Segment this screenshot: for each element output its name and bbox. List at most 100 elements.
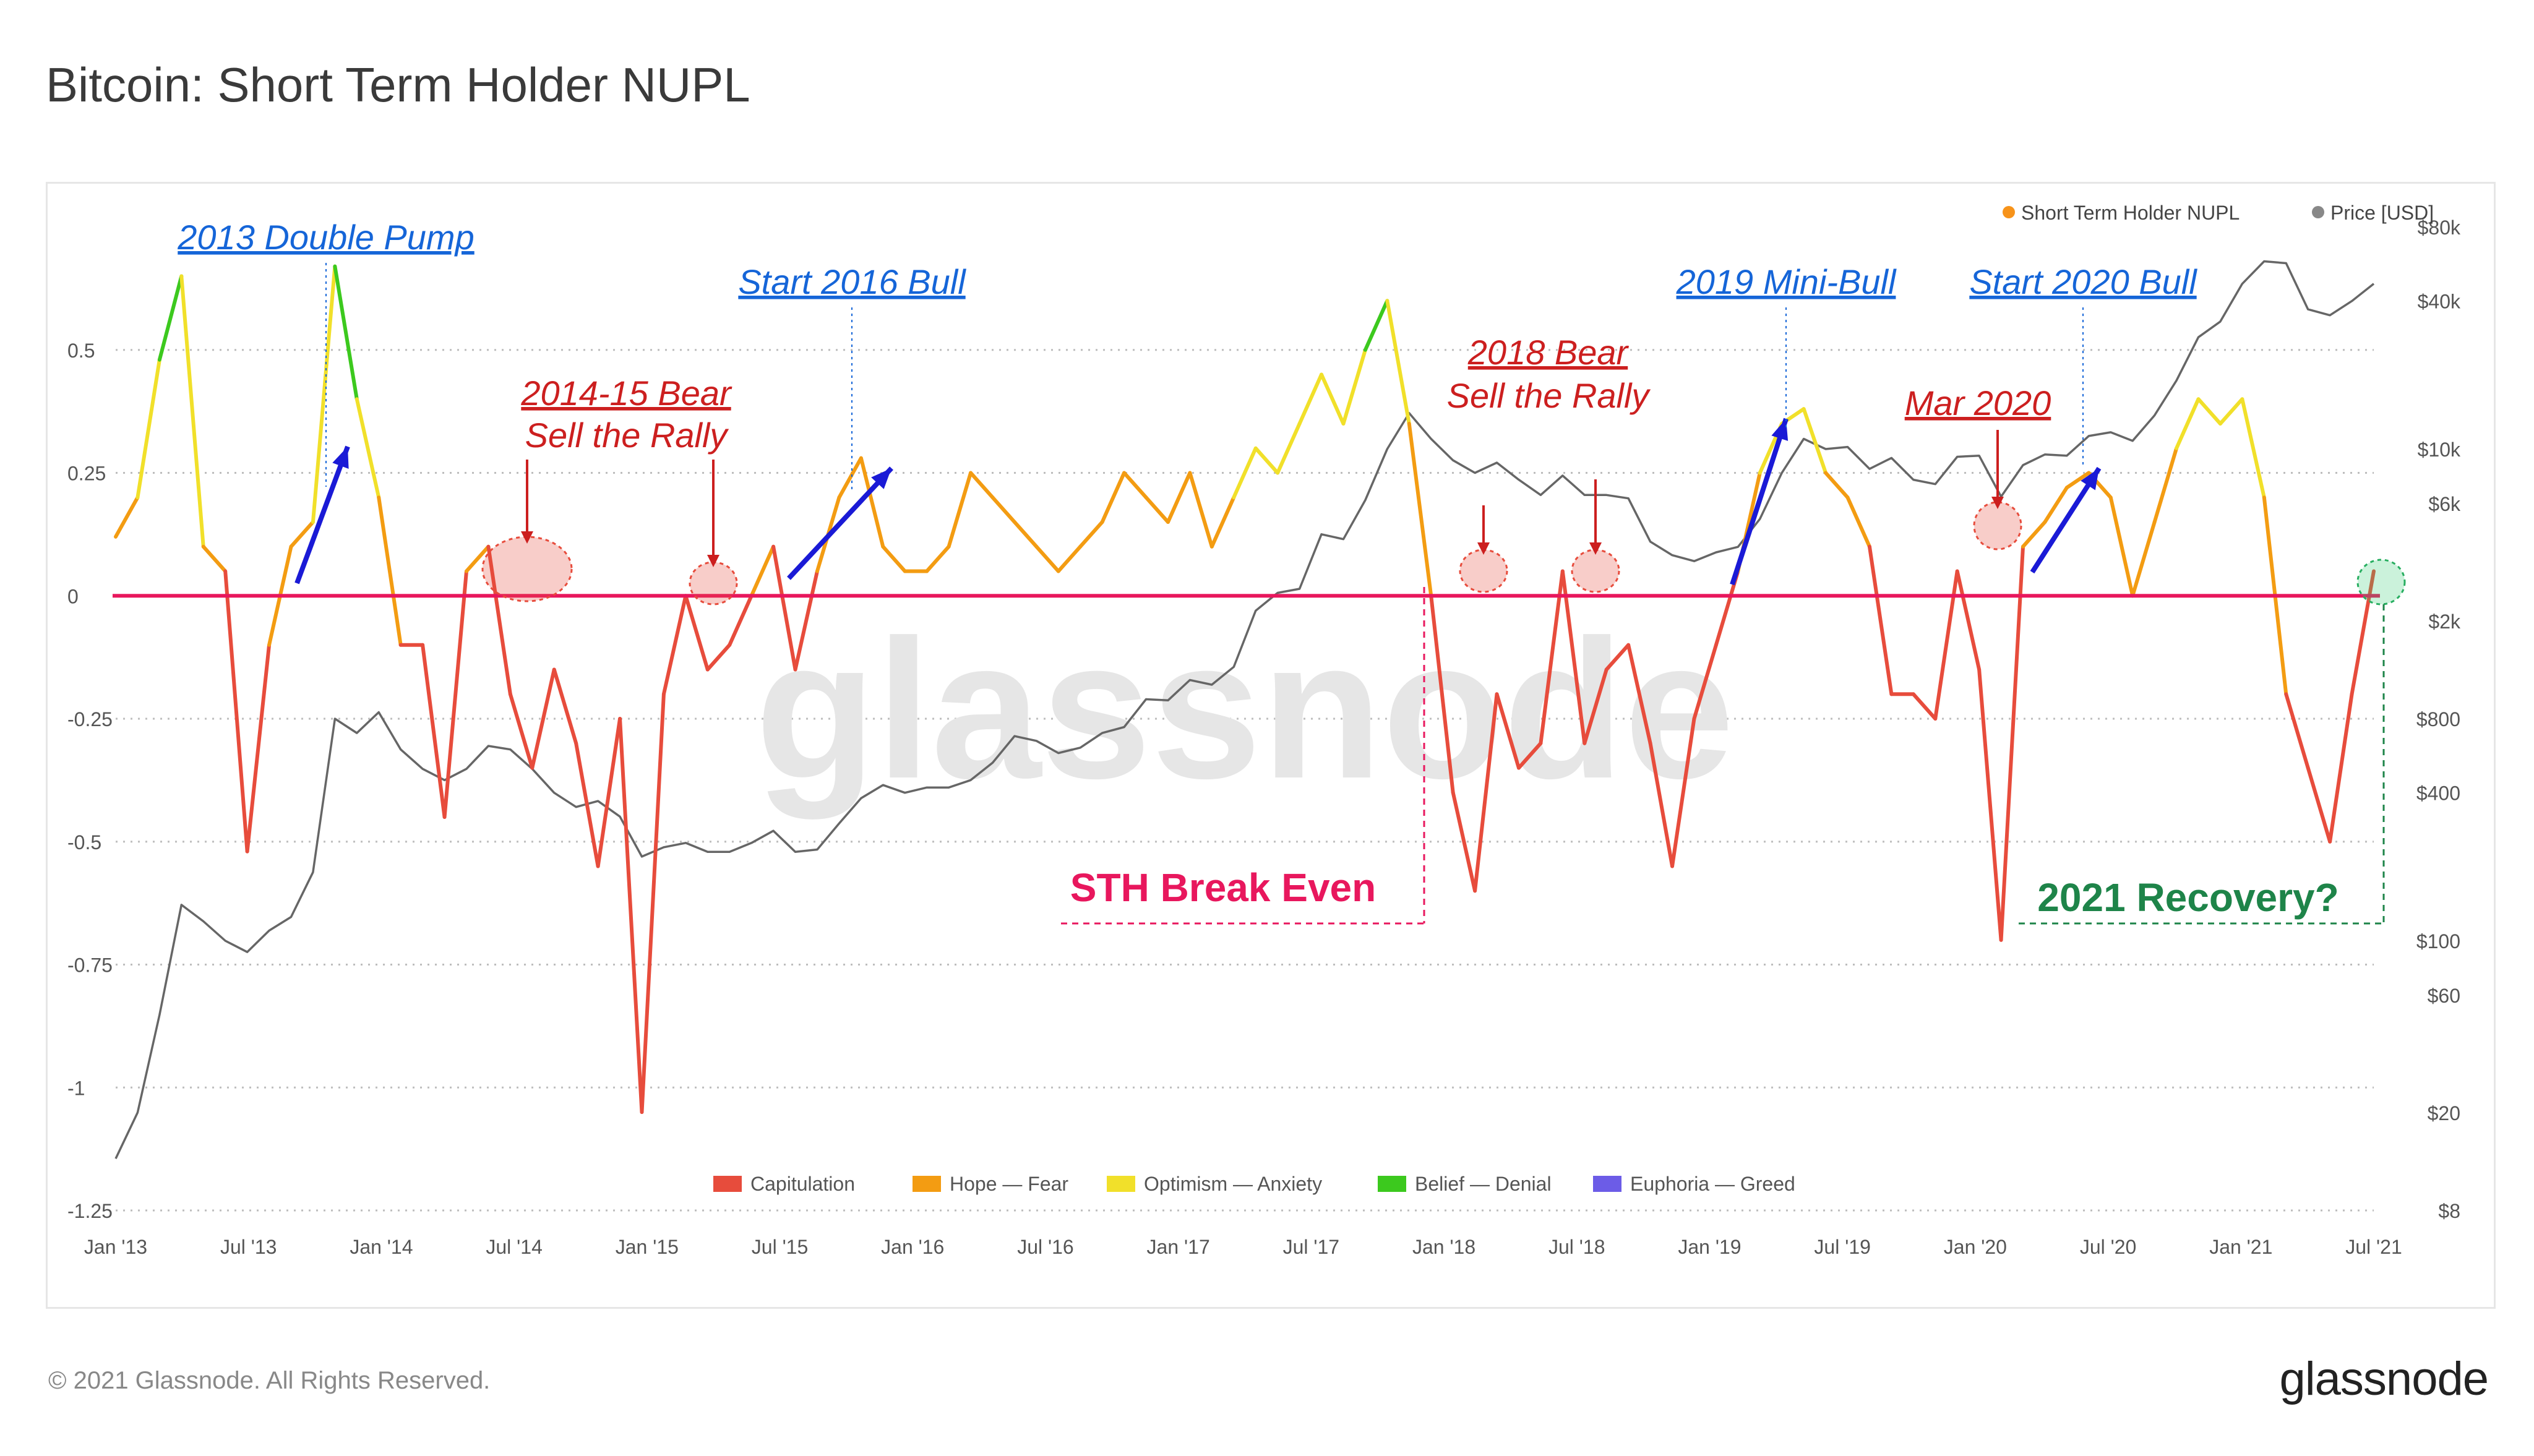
y-left-tick-label: -0.25 [67, 708, 113, 730]
trend-arrow [294, 445, 350, 585]
nupl-segment [1385, 299, 1411, 426]
nupl-segment [1056, 544, 1083, 573]
x-tick-label: Jul '21 [2345, 1236, 2402, 1258]
annotation-label: 2013 Double Pump [177, 218, 474, 257]
nupl-segment [1977, 667, 2003, 942]
nupl-segment [135, 358, 161, 500]
y-right-tick-label: $6k [2428, 493, 2461, 515]
x-tick-label: Jan '21 [2209, 1236, 2272, 1258]
y-left-tick-label: -1.25 [67, 1200, 113, 1222]
y-left-tick-label: -1 [67, 1077, 85, 1099]
nupl-segment [2240, 397, 2266, 500]
nupl-segment [486, 544, 512, 696]
trend-arrow [2030, 466, 2102, 574]
glassnode-logo[interactable]: glassnode [2279, 1353, 2489, 1405]
x-tick-label: Jan '13 [84, 1236, 147, 1258]
legend-swatch [713, 1176, 742, 1192]
nupl-segment [245, 643, 272, 854]
nupl-segment [354, 397, 381, 500]
y-left-tick-label: -0.5 [67, 831, 101, 854]
nupl-segment [728, 594, 754, 647]
nupl-segment [1845, 495, 1871, 549]
nupl-segment [2328, 692, 2354, 844]
y-right-tick-label: $20 [2428, 1102, 2460, 1124]
nupl-segment [1867, 544, 1894, 696]
legend-label-nupl: Short Term Holder NUPL [2021, 202, 2240, 224]
trend-arrowhead [2081, 468, 2099, 490]
nupl-segment [1341, 348, 1367, 426]
nupl-segment [1429, 594, 1455, 795]
chart-svg: 0.5 0.25 0 -0.25 -0.5 -0.75 -1 -1.25 $80k $40k $10… [67, 202, 2461, 1258]
nupl-segment [1604, 643, 1631, 672]
nupl-segment [859, 456, 885, 549]
legend-dot-price [2312, 206, 2324, 218]
nupl-segment [2152, 446, 2179, 524]
nupl-segment [333, 264, 359, 401]
y-right-tick-label: $400 [2416, 782, 2460, 805]
nupl-segment [1560, 569, 1587, 745]
nupl-segment [1824, 471, 1850, 500]
legend-label-price: Price [USD] [2330, 202, 2434, 224]
nupl-segment [508, 692, 535, 770]
nupl-segment [1320, 372, 1346, 426]
y-right-tick-label: $80k [2418, 216, 2461, 239]
highlight-circle [689, 561, 738, 606]
x-tick-label: Jan '14 [350, 1236, 413, 1258]
highlight-circle [481, 536, 573, 602]
y-right-tick-label: $8 [2438, 1200, 2460, 1222]
x-tick-label: Jul '15 [752, 1236, 809, 1258]
nupl-segment [1802, 407, 1828, 475]
y-right-tick-label: $60 [2428, 985, 2460, 1007]
nupl-segment [947, 471, 973, 549]
nupl-segment [1692, 643, 1718, 721]
nupl-segment [2196, 397, 2222, 426]
nupl-segment [1516, 741, 1543, 770]
nupl-segment [1473, 692, 1499, 893]
nupl-segment [640, 692, 666, 1114]
highlight-circle [1973, 501, 2022, 550]
recovery-circle [2356, 559, 2406, 606]
nupl-segment [1078, 520, 1104, 549]
x-tick-label: Jul '19 [1814, 1236, 1871, 1258]
x-tick-label: Jan '18 [1412, 1236, 1475, 1258]
callout-arrowhead [1477, 542, 1490, 555]
trend-arrowhead [332, 447, 349, 469]
nupl-segment [464, 544, 491, 573]
nupl-segment [1451, 790, 1477, 893]
legend-dot-nupl [2003, 206, 2015, 218]
nupl-segment [1144, 495, 1170, 524]
nupl-segment [157, 274, 184, 362]
nupl-segment [2043, 486, 2069, 524]
x-tick-label: Jul '13 [220, 1236, 277, 1258]
callout-arrowhead [1589, 542, 1602, 555]
nupl-segment [684, 594, 710, 672]
nupl-segment [661, 594, 688, 696]
x-tick-label: Jan '16 [881, 1236, 944, 1258]
legend-swatch [1378, 1176, 1406, 1192]
y-left-tick-label: 0.25 [67, 463, 106, 485]
y-right-tick-label: $2k [2428, 610, 2461, 633]
nupl-segment [1122, 471, 1148, 500]
nupl-segment [969, 471, 995, 500]
annotation-label: Mar 2020 [1905, 383, 2051, 422]
nupl-segment [377, 495, 403, 647]
nupl-segment [793, 569, 819, 672]
page-title: Bitcoin: Short Term Holder NUPL [46, 58, 750, 112]
y-right-tick-label: $100 [2416, 930, 2460, 953]
nupl-segment [1012, 520, 1039, 549]
x-tick-label: Jan '15 [616, 1236, 679, 1258]
nupl-segment [1933, 569, 1959, 721]
trend-arrowhead [871, 468, 891, 489]
annotation-label: 2014-15 Bear [520, 374, 732, 413]
legend-swatch [1593, 1176, 1621, 1192]
legend-label: Optimism — Anxiety [1144, 1173, 1322, 1195]
nupl-segment [1276, 422, 1302, 475]
y-right-tick-label: $10k [2418, 439, 2461, 461]
annotation-label: Sell the Rally [1447, 376, 1651, 415]
watermark-text: glassnode [755, 598, 1735, 821]
nupl-segment [990, 495, 1016, 524]
nupl-segment [179, 274, 205, 549]
highlight-circle [1571, 549, 1620, 593]
nupl-segment [552, 667, 578, 745]
nupl-segment [2175, 397, 2201, 450]
